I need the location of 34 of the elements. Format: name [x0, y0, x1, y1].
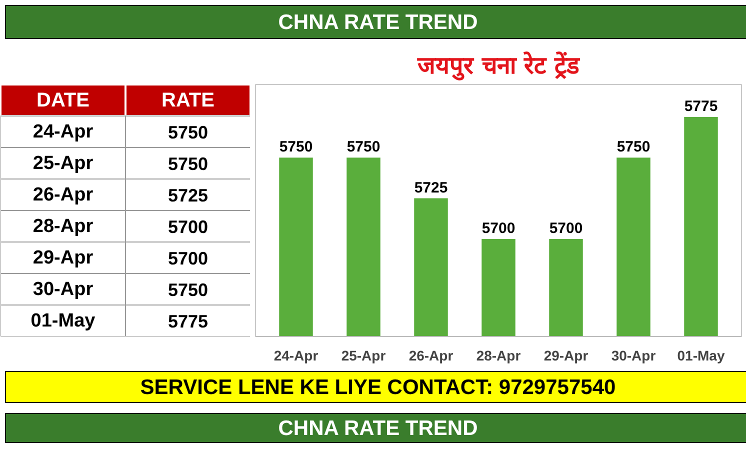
data-label: 5700 [482, 220, 516, 237]
text: RATE [162, 89, 214, 112]
text: 5700 [168, 248, 208, 268]
x-tick-label: 01-May [677, 348, 725, 364]
annotation: CHNA RATE TREND [278, 416, 478, 442]
text: 5750 [168, 122, 208, 142]
category-label: 24-Apr [32, 121, 94, 142]
category-label: 26-Apr [32, 184, 94, 206]
subtitle: CHNA RATE TREND [278, 10, 478, 36]
chart-title: जयपुर चना रेट ट्रेंड [416, 52, 581, 80]
data-label: 5775 [684, 98, 718, 116]
x-tick-label: 25-Apr [341, 348, 386, 364]
category-label: 01-May [30, 310, 96, 332]
category-label: 28-Apr [32, 216, 94, 237]
category-label: 30-Apr [32, 278, 94, 300]
x-tick-label: 30-Apr [611, 348, 656, 364]
text: 5725 [168, 185, 208, 206]
x-tick-label: 24-Apr [274, 348, 319, 364]
annotation: SERVICE LENE KE LIYE CONTACT: 9729757540 [140, 375, 616, 401]
x-tick-label: 29-Apr [544, 348, 589, 364]
text: 5750 [168, 280, 208, 300]
text: DATE [36, 89, 90, 112]
category-label: 29-Apr [32, 247, 94, 268]
data-label: 5725 [414, 179, 448, 196]
data-label: 5700 [549, 220, 583, 237]
data-label: 5750 [616, 138, 650, 156]
data-label: 5750 [346, 138, 380, 156]
text: 5700 [168, 216, 208, 237]
x-tick-label: 28-Apr [476, 348, 522, 364]
text: 5750 [168, 154, 208, 174]
data-label: 5750 [279, 138, 313, 156]
category-label: 25-Apr [32, 152, 94, 174]
text: 5775 [168, 311, 208, 332]
x-tick-label: 26-Apr [408, 348, 454, 364]
